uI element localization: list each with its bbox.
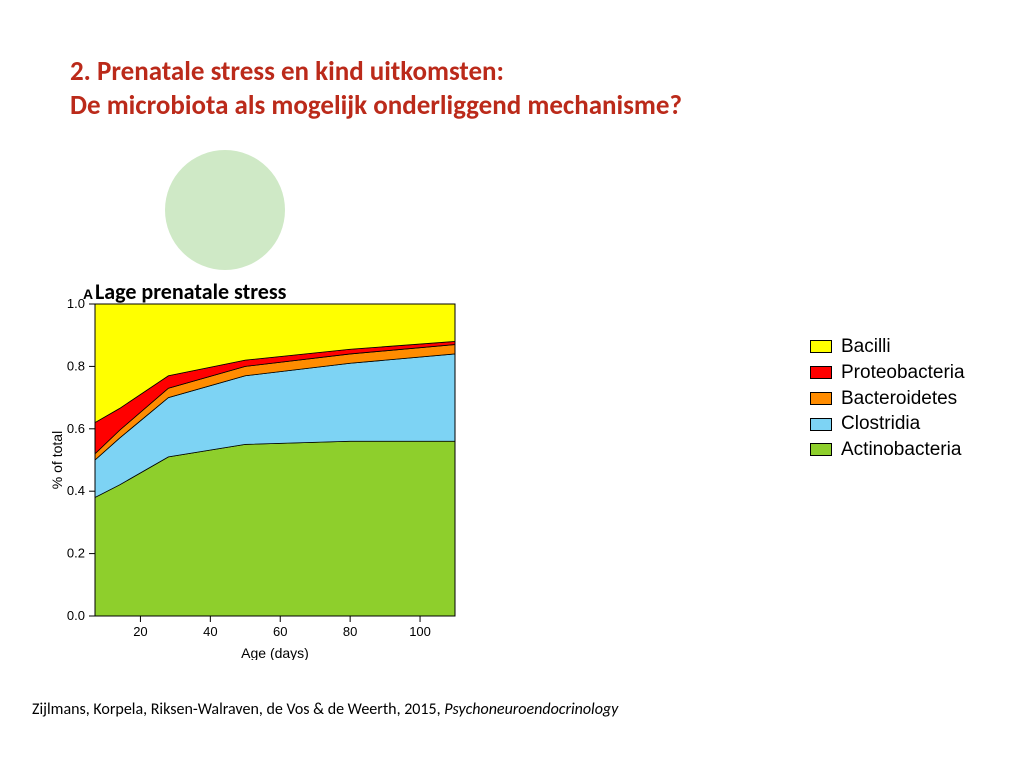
stacked-area-chart: 204060801000.00.20.40.60.81.0Age (days)%…: [50, 280, 470, 660]
legend-label: Bacilli: [841, 335, 891, 359]
legend-row: Proteobacteria: [810, 361, 965, 385]
title-line1: 2. Prenatale stress en kind uitkomsten:: [70, 55, 504, 88]
citation-journal: Psychoneuroendocrinology: [444, 700, 618, 719]
xtick-label: 80: [343, 624, 357, 639]
ytick-label: 0.4: [67, 483, 85, 498]
ytick-label: 0.2: [67, 546, 85, 561]
legend-label: Bacteroidetes: [841, 387, 957, 411]
chart-svg: 204060801000.00.20.40.60.81.0Age (days)%…: [50, 280, 470, 660]
x-axis-label: Age (days): [241, 645, 309, 660]
title-line2: De microbiota als mogelijk onderliggend …: [70, 89, 682, 122]
chart-subtitle: Lage prenatale stress: [95, 278, 286, 305]
ytick-label: 0.8: [67, 358, 85, 373]
panel-letter: A: [83, 286, 93, 302]
legend-swatch: [810, 392, 832, 405]
ytick-label: 0.6: [67, 421, 85, 436]
legend-swatch: [810, 443, 832, 456]
legend-row: Bacteroidetes: [810, 387, 965, 411]
illustration-circle-bg: [165, 150, 285, 270]
legend-swatch: [810, 366, 832, 379]
legend-row: Actinobacteria: [810, 438, 965, 462]
legend-row: Bacilli: [810, 335, 965, 359]
legend-label: Clostridia: [841, 412, 920, 436]
pregnant-woman-illustration: [160, 145, 290, 275]
legend-swatch: [810, 418, 832, 431]
xtick-label: 20: [133, 624, 147, 639]
legend-swatch: [810, 340, 832, 353]
slide-title: 2. Prenatale stress en kind uitkomsten: …: [70, 55, 682, 123]
legend-label: Proteobacteria: [841, 361, 965, 385]
citation: Zijlmans, Korpela, Riksen-Walraven, de V…: [32, 700, 618, 719]
ytick-label: 0.0: [67, 608, 85, 623]
xtick-label: 100: [409, 624, 431, 639]
slide-root: 2. Prenatale stress en kind uitkomsten: …: [0, 0, 1024, 768]
xtick-label: 40: [203, 624, 217, 639]
legend-row: Clostridia: [810, 412, 965, 436]
legend-label: Actinobacteria: [841, 438, 961, 462]
y-axis-label: % of total: [50, 431, 65, 489]
legend: BacilliProteobacteriaBacteroidetesClostr…: [810, 335, 965, 464]
citation-authors: Zijlmans, Korpela, Riksen-Walraven, de V…: [32, 700, 444, 719]
xtick-label: 60: [273, 624, 287, 639]
